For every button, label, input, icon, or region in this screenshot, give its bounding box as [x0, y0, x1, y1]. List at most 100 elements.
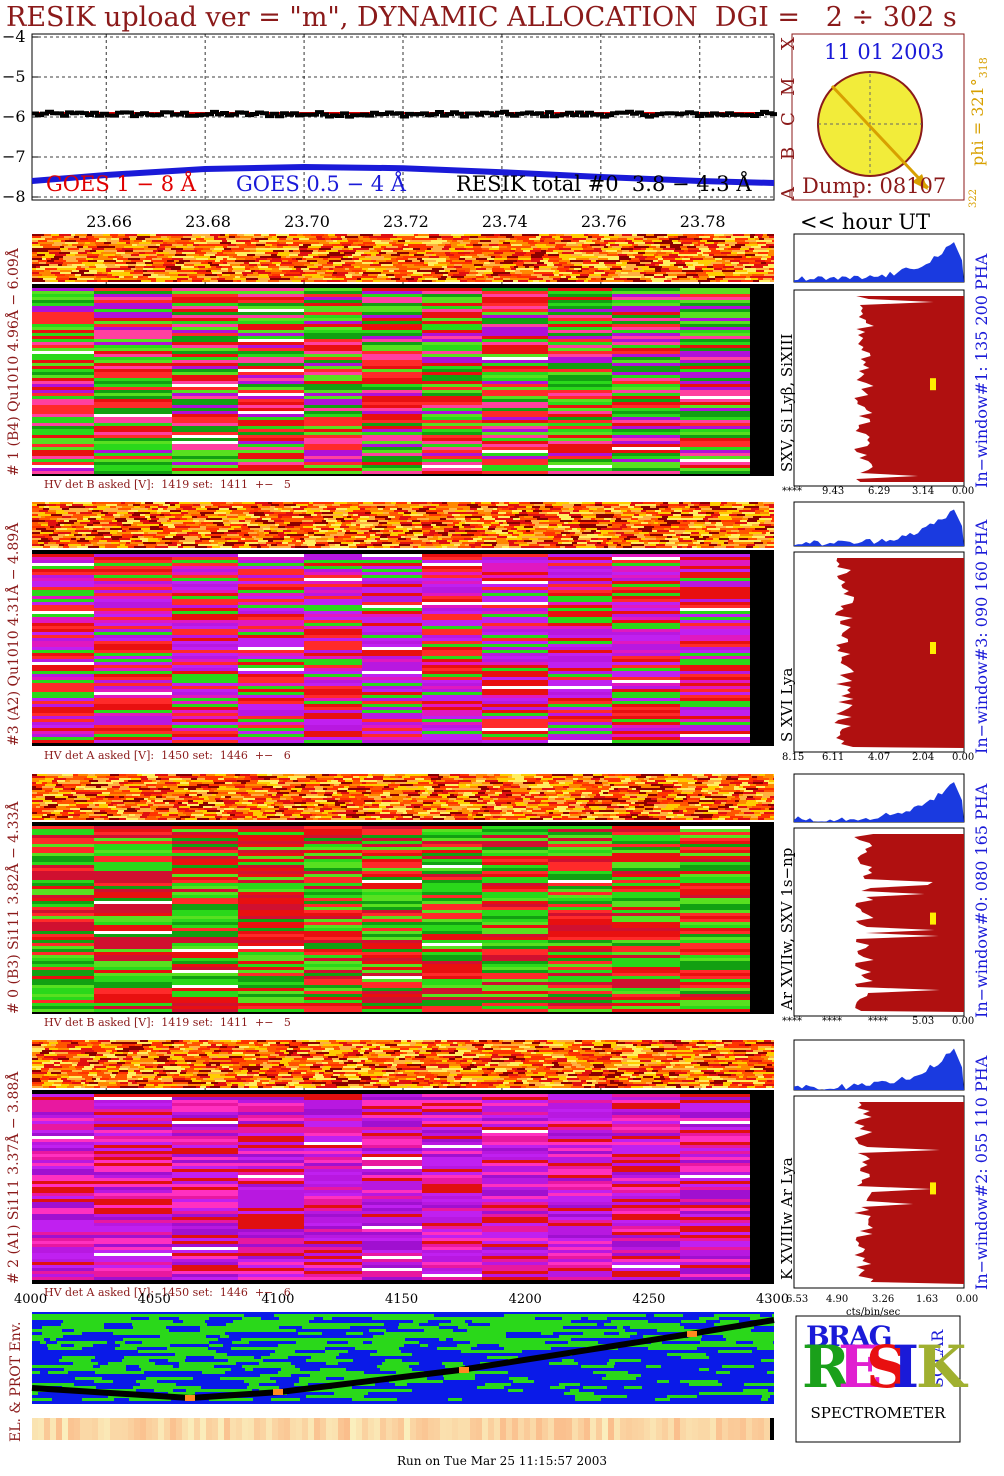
strip-cell — [406, 504, 419, 506]
strip-cell — [690, 506, 699, 508]
image-row-cell — [612, 372, 680, 375]
image-row-cell — [32, 450, 94, 453]
strip-cell — [570, 512, 582, 514]
strip-cell — [123, 238, 130, 240]
strip-cell — [421, 544, 433, 546]
strip-cell — [418, 234, 429, 236]
strip-cell — [353, 518, 358, 520]
strip-cell — [293, 242, 302, 244]
strip-cell — [363, 242, 375, 244]
strip-cell — [446, 520, 453, 522]
strip-cell — [771, 516, 774, 518]
strip-cell — [682, 546, 687, 548]
strip-cell — [386, 246, 398, 248]
strip-cell — [669, 268, 682, 270]
strip-cell — [654, 234, 667, 236]
image-row-cell — [172, 369, 238, 372]
strip-cell — [582, 508, 589, 510]
strip-cell — [617, 250, 622, 252]
strip-cell — [137, 278, 148, 280]
strip-cell — [464, 250, 474, 252]
strip-cell — [451, 234, 464, 236]
image-row-cell — [680, 345, 750, 348]
strip-cell — [56, 528, 67, 530]
strip-cell — [239, 534, 244, 536]
strip-cell — [634, 236, 644, 238]
strip-cell — [586, 252, 593, 254]
image-row-cell — [362, 324, 422, 327]
strip-cell — [72, 250, 85, 252]
strip-cell — [685, 254, 698, 256]
strip-cell — [639, 532, 649, 534]
strip-cell — [383, 512, 389, 514]
strip-cell — [89, 528, 93, 530]
image-row-cell — [422, 336, 482, 339]
strip-cell — [262, 254, 271, 256]
strip-cell — [447, 264, 454, 266]
strip-cell — [351, 244, 358, 246]
strip-cell — [243, 274, 247, 276]
strip-cell — [239, 252, 251, 254]
strip-cell — [76, 538, 80, 540]
strip-cell — [432, 268, 444, 270]
strip-cell — [309, 238, 317, 240]
strip-cell — [361, 278, 373, 280]
strip-cell — [404, 234, 414, 236]
strip-cell — [587, 534, 598, 536]
strip-cell — [631, 526, 644, 528]
strip-cell — [646, 248, 653, 250]
strip-cell — [138, 544, 144, 546]
strip-cell — [337, 236, 341, 238]
strip-cell — [342, 522, 351, 524]
strip-cell — [80, 238, 88, 240]
strip-cell — [736, 502, 749, 504]
strip-cell — [509, 524, 520, 526]
strip-cell — [687, 546, 692, 548]
image-row-cell — [482, 557, 548, 560]
strip-cell — [146, 546, 155, 548]
strip-cell — [308, 532, 314, 534]
strip-cell — [429, 514, 441, 516]
image-row-cell — [32, 324, 94, 327]
strip-cell — [347, 516, 351, 518]
strip-cell — [703, 258, 715, 260]
strip-cell — [722, 258, 734, 260]
strip-cell — [81, 274, 94, 276]
strip-cell — [90, 242, 95, 244]
strip-cell — [744, 234, 750, 236]
image-row-cell — [238, 300, 304, 303]
strip-cell — [412, 522, 421, 524]
strip-cell — [184, 272, 190, 274]
strip-cell — [540, 516, 553, 518]
strip-cell — [397, 508, 402, 510]
strip-cell — [612, 524, 622, 526]
image-row-cell — [172, 462, 238, 465]
strip-cell — [621, 534, 629, 536]
image-row-cell — [94, 560, 172, 563]
strip-cell — [397, 252, 409, 254]
strip-cell — [377, 276, 382, 278]
strip-cell — [429, 256, 439, 258]
strip-cell — [535, 524, 541, 526]
image-row-cell — [362, 572, 422, 575]
strip-cell — [168, 526, 175, 528]
strip-cell — [284, 506, 291, 508]
strip-cell — [153, 250, 158, 252]
strip-cell — [713, 264, 717, 266]
strip-cell — [733, 524, 740, 526]
image-row-cell — [422, 432, 482, 435]
strip-cell — [183, 508, 196, 510]
strip-cell — [371, 508, 378, 510]
strip-cell — [204, 520, 210, 522]
strip-cell — [432, 274, 443, 276]
strip-cell — [685, 262, 698, 264]
strip-cell — [270, 526, 278, 528]
strip-cell — [229, 236, 235, 238]
image-row-cell — [238, 387, 304, 390]
image-row-cell — [32, 372, 94, 375]
strip-cell — [663, 258, 675, 260]
strip-cell — [696, 246, 708, 248]
strip-cell — [58, 546, 63, 548]
image-row-cell — [422, 465, 482, 468]
image-row-cell — [680, 438, 750, 441]
